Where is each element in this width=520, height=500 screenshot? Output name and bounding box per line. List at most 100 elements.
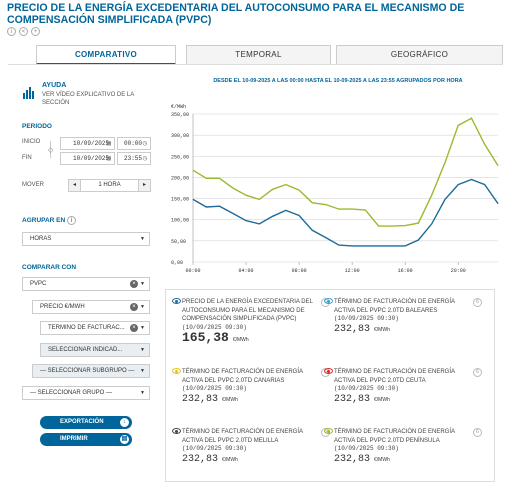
compare-pvpc-select[interactable]: PVPC × ▼ [22, 277, 150, 291]
end-time-value: 23:55 [124, 155, 143, 162]
agrupar-heading-text: AGRUPAR EN [22, 217, 66, 225]
tab-bar: COMPARATIVO TEMPORAL GEOGRÁFICO [36, 45, 503, 65]
clock-icon: ◷ [142, 155, 147, 163]
price-chart[interactable]: €/MWh 0,00 50,00 100,00 150,00 200,00 250,00 30… [165, 92, 510, 282]
clear-icon[interactable]: × [130, 303, 138, 311]
data-point [444, 199, 446, 200]
data-point [205, 177, 207, 179]
legend-title: TÉRMINO DE FACTURACIÓN DE ENERGÍA ACTIVA… [334, 369, 455, 384]
chevron-down-icon: ▼ [140, 347, 145, 353]
prev-button[interactable]: ◂ [69, 180, 81, 191]
legend-unit: €/MWh [222, 396, 238, 403]
data-point [484, 184, 486, 186]
data-point [245, 194, 247, 196]
help-title: AYUDA [42, 82, 67, 89]
link-icon[interactable]: ◇ [48, 147, 54, 154]
x-tick-label: 16:00 [398, 268, 413, 274]
legend-title: PRECIO DE LA ENERGÍA EXCEDENTARIA DEL AU… [182, 299, 313, 322]
group-by-select[interactable]: HORAS ▼ [22, 232, 150, 246]
y-tick-label: 350,00 [171, 112, 189, 118]
compare-indicador-select[interactable]: SELECCIONAR INDICAD... ▼ [40, 343, 150, 357]
share-icon[interactable]: < [19, 27, 28, 36]
legend-unit: €/MWh [374, 456, 390, 463]
data-point [404, 245, 406, 247]
chevron-down-icon: ▼ [140, 281, 145, 287]
data-point [471, 179, 472, 180]
series-line-1 [192, 117, 499, 227]
y-tick-label: 200,00 [171, 175, 189, 181]
compare-precio-select[interactable]: PRECIO €/MWH × ▼ [32, 300, 150, 314]
print-button[interactable]: IMPRIMIR ▤ [40, 433, 132, 446]
data-point [232, 212, 234, 214]
data-point [232, 187, 234, 189]
legend-item: TÉRMINO DE FACTURACIÓN DE ENERGÍA ACTIVA… [324, 428, 482, 464]
eye-icon[interactable] [172, 428, 181, 434]
y-tick-label: 0,00 [171, 260, 183, 266]
legend-value: 232,83 [182, 453, 219, 465]
remove-icon[interactable]: 6 [473, 298, 482, 307]
pvpc-value: PVPC [30, 281, 47, 287]
legend-item: TÉRMINO DE FACTURACIÓN DE ENERGÍA ACTIVA… [172, 368, 330, 404]
data-point [497, 203, 499, 205]
info-icon[interactable]: i [67, 216, 77, 225]
x-tick-label: 08:00 [292, 268, 307, 274]
remove-icon[interactable]: 6 [473, 428, 482, 437]
compare-termino-select[interactable]: TERMINO DE FACTURAC... × ▼ [40, 321, 150, 335]
eye-icon[interactable] [324, 428, 333, 434]
chevron-down-icon: ▼ [140, 304, 145, 310]
legend-item: TÉRMINO DE FACTURACIÓN DE ENERGÍA ACTIVA… [324, 298, 482, 334]
remove-icon[interactable]: 6 [473, 368, 482, 377]
y-tick-label: 250,00 [171, 154, 189, 160]
end-date-input[interactable]: 10/09/2025 ▦ [60, 152, 115, 165]
data-point [272, 215, 273, 217]
legend-date: (10/09/2025 09:30) [182, 385, 247, 392]
clear-icon[interactable]: × [130, 280, 138, 288]
data-point [378, 225, 380, 227]
export-button[interactable]: EXPORTACIÓN ↓ [40, 416, 132, 429]
eye-icon[interactable] [172, 368, 181, 374]
legend-panel: PRECIO DE LA ENERGÍA EXCEDENTARIA DEL AU… [165, 289, 495, 482]
eye-icon[interactable] [324, 298, 333, 304]
termino-value: TERMINO DE FACTURAC... [48, 325, 125, 331]
data-point [351, 208, 353, 210]
tab-geografico[interactable]: GEOGRÁFICO [336, 45, 503, 65]
end-time-input[interactable]: 23:55 ◷ [117, 152, 151, 165]
add-icon[interactable]: + [31, 27, 40, 36]
eye-icon[interactable] [324, 368, 333, 374]
info-icon[interactable]: i [7, 27, 16, 36]
data-point [298, 189, 300, 191]
grupo-value: — SELECCIONAR GRUPO — [30, 390, 113, 396]
legend-date: (10/09/2025 09:30) [334, 445, 399, 452]
data-point [325, 237, 327, 238]
data-point [484, 144, 486, 145]
start-time-value: 00:00 [124, 140, 143, 147]
move-value: 1 HORA [98, 182, 121, 188]
data-point [457, 184, 459, 186]
chevron-down-icon: ▼ [140, 325, 145, 331]
compare-subgrupo-select[interactable]: — SELECCIONAR SUBGRUPO — ▼ [32, 364, 150, 378]
chevron-down-icon: ▼ [140, 390, 145, 396]
calendar-icon: ▦ [106, 155, 111, 163]
start-date-input[interactable]: 10/09/2025 ▦ [60, 137, 115, 150]
data-point [418, 239, 419, 241]
data-point [351, 245, 353, 247]
data-point [272, 188, 273, 190]
x-tick-label: 20:00 [451, 268, 466, 274]
tab-temporal[interactable]: TEMPORAL [186, 45, 331, 65]
clock-icon: ◷ [142, 140, 147, 148]
data-point [457, 125, 459, 126]
next-button[interactable]: ▸ [138, 180, 150, 191]
mover-label: MOVER [22, 182, 45, 188]
legend-title: TÉRMINO DE FACTURACIÓN DE ENERGÍA ACTIVA… [334, 299, 455, 314]
range-bracket [50, 141, 62, 158]
start-time-input[interactable]: 00:00 ◷ [117, 137, 151, 150]
clear-icon[interactable]: × [130, 324, 138, 332]
periodo-heading: PERIODO [22, 123, 52, 130]
compare-grupo-select[interactable]: — SELECCIONAR GRUPO — ▼ [22, 386, 150, 400]
data-point [471, 117, 472, 119]
eye-icon[interactable] [172, 298, 181, 304]
print-icon: ▤ [120, 435, 129, 444]
tab-comparativo[interactable]: COMPARATIVO [36, 45, 176, 65]
data-point [285, 210, 287, 211]
help-subtitle: VER VÍDEO EXPLICATIVO DE LA SECCIÓN [42, 92, 134, 106]
